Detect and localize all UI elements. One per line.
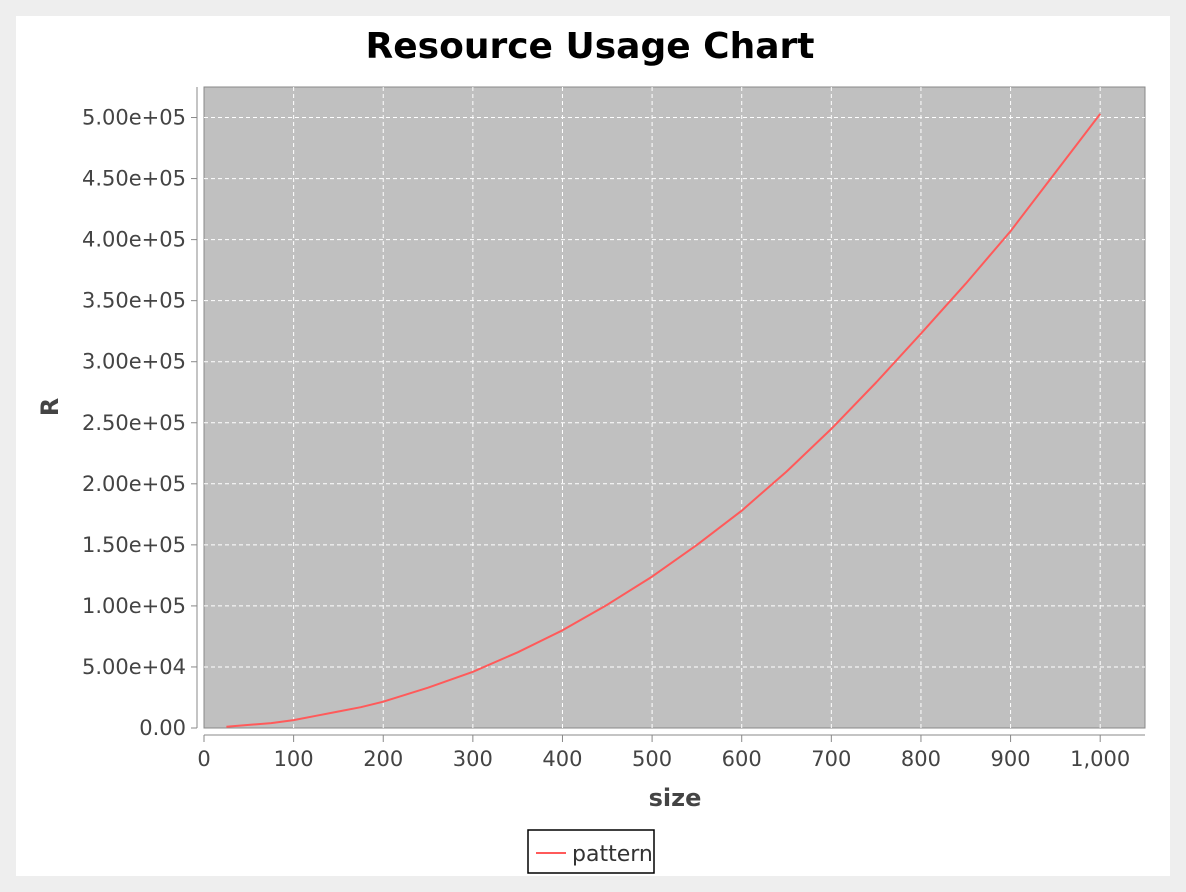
- y-tick-label: 5.00e+04: [82, 655, 186, 679]
- y-tick-label: 4.50e+05: [82, 167, 186, 191]
- x-tick-label: 300: [453, 747, 493, 771]
- y-axis-ticks: 0.00 5.00e+04 1.00e+05 1.50e+05 2.00e+05 2.50…: [82, 106, 197, 740]
- x-axis-ticks: 0 100 200 300 400 500 600 700 800 900 1,000: [197, 735, 1130, 771]
- y-tick-label: 0.00: [139, 716, 186, 740]
- legend-box: [527, 829, 655, 874]
- x-tick-label: 900: [991, 747, 1031, 771]
- plot-area: [203, 86, 1146, 729]
- y-tick-label: 1.50e+05: [82, 533, 186, 557]
- y-tick-label: 2.50e+05: [82, 411, 186, 435]
- grid-lines: [204, 87, 1145, 728]
- y-tick-label: 1.00e+05: [82, 594, 186, 618]
- x-tick-label: 400: [542, 747, 582, 771]
- x-tick-label: 600: [722, 747, 762, 771]
- chart-panel: Resource Usage Chart 0 100 200 300 400 500 600…: [16, 16, 1170, 876]
- x-tick-label: 1,000: [1070, 747, 1130, 771]
- chart-svg: Resource Usage Chart 0 100 200 300 400 500 600…: [36, 26, 1146, 874]
- x-tick-label: 800: [901, 747, 941, 771]
- y-tick-label: 5.00e+05: [82, 106, 186, 130]
- y-tick-label: 3.00e+05: [82, 350, 186, 374]
- chart-title: Resource Usage Chart: [366, 26, 815, 67]
- legend-label-pattern: pattern: [572, 842, 653, 867]
- x-tick-label: 700: [811, 747, 851, 771]
- y-axis-label: R: [36, 398, 64, 416]
- x-tick-label: 200: [363, 747, 403, 771]
- x-tick-label: 0: [197, 747, 210, 771]
- y-tick-label: 3.50e+05: [82, 289, 186, 313]
- x-axis-label: size: [649, 784, 702, 812]
- x-tick-label: 100: [274, 747, 314, 771]
- y-tick-label: 2.00e+05: [82, 472, 186, 496]
- series-line-pattern: [226, 113, 1101, 728]
- y-tick-label: 4.00e+05: [82, 228, 186, 252]
- x-tick-label: 500: [632, 747, 672, 771]
- legend: pattern: [527, 829, 655, 874]
- series-layer: [226, 113, 1101, 728]
